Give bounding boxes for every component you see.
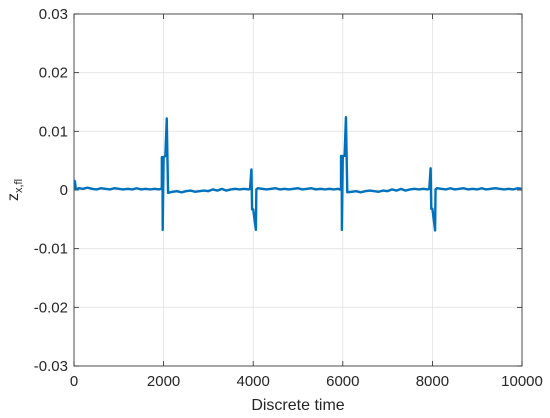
x-tick-label: 10000 <box>501 373 543 390</box>
svg-text:zx,fl: zx,fl <box>5 179 25 201</box>
y-axis-label: zx,fl <box>5 179 25 201</box>
y-tick-label: 0.01 <box>39 123 68 140</box>
y-axis-label-subscript: x,fl <box>13 179 25 193</box>
x-axis-label: Discrete time <box>251 397 344 414</box>
x-tick-label: 4000 <box>237 373 270 390</box>
x-tick-label: 2000 <box>147 373 180 390</box>
y-tick-label: 0 <box>60 182 68 199</box>
y-tick-label: 0.02 <box>39 65 68 82</box>
x-tick-label: 0 <box>70 373 78 390</box>
x-tick-label: 8000 <box>416 373 449 390</box>
y-tick-label: -0.02 <box>34 299 68 316</box>
series-line <box>73 116 523 232</box>
y-axis-label-main: z <box>5 193 22 201</box>
x-tick-label: 6000 <box>326 373 359 390</box>
y-tick-label: 0.03 <box>39 6 68 23</box>
series-group <box>73 116 523 232</box>
y-tick-label: -0.01 <box>34 241 68 258</box>
axis-ticks: 0 2000 4000 6000 8000 10000 -0.03 -0.02 -0.01 0 0.… <box>34 6 543 390</box>
y-tick-label: -0.03 <box>34 358 68 375</box>
